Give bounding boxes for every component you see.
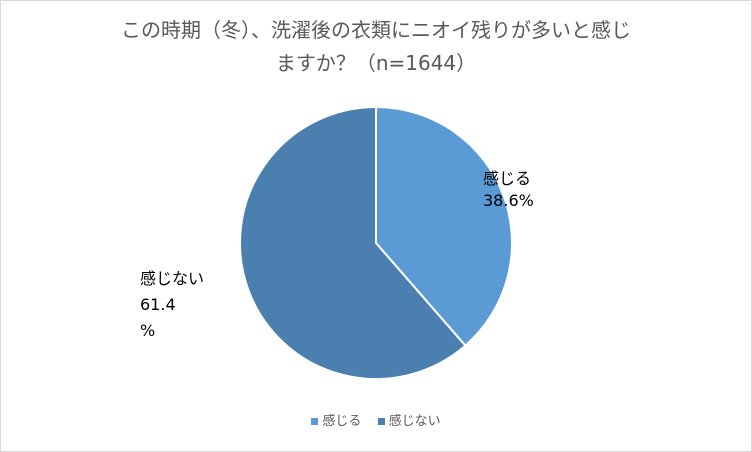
slice-label-kanjinai-value: 61.4 [140,295,176,314]
legend-swatch-kanjiru [311,418,319,425]
chart-title-line-2: ますか？（n=1644） [275,51,477,75]
slice-label-kanjinai-name: 感じない [140,269,205,288]
slice-label-kanjinai: 感じない 61.4 % [140,268,204,342]
legend-swatch-kanjinai [377,418,385,425]
legend-label-kanjiru: 感じる [322,414,362,429]
pie-slice-kanjiru [375,105,513,347]
slice-label-kanjiru: 感じる 38.6% [483,168,534,212]
legend: 感じる 感じない [0,410,752,429]
legend-label-kanjinai: 感じない [388,414,441,429]
slice-label-kanjiru-name: 感じる [483,169,532,188]
legend-item-kanjiru: 感じる [311,410,361,429]
slice-label-kanjinai-unit: % [140,321,156,340]
chart-title-line-1: この時期（冬）、洗濯後の衣類にニオイ残りが多いと感じ [121,18,631,42]
pie-slice-kanjinai [239,105,467,380]
legend-item-kanjinai: 感じない [377,410,441,429]
slice-label-kanjiru-value: 38.6% [483,191,534,210]
